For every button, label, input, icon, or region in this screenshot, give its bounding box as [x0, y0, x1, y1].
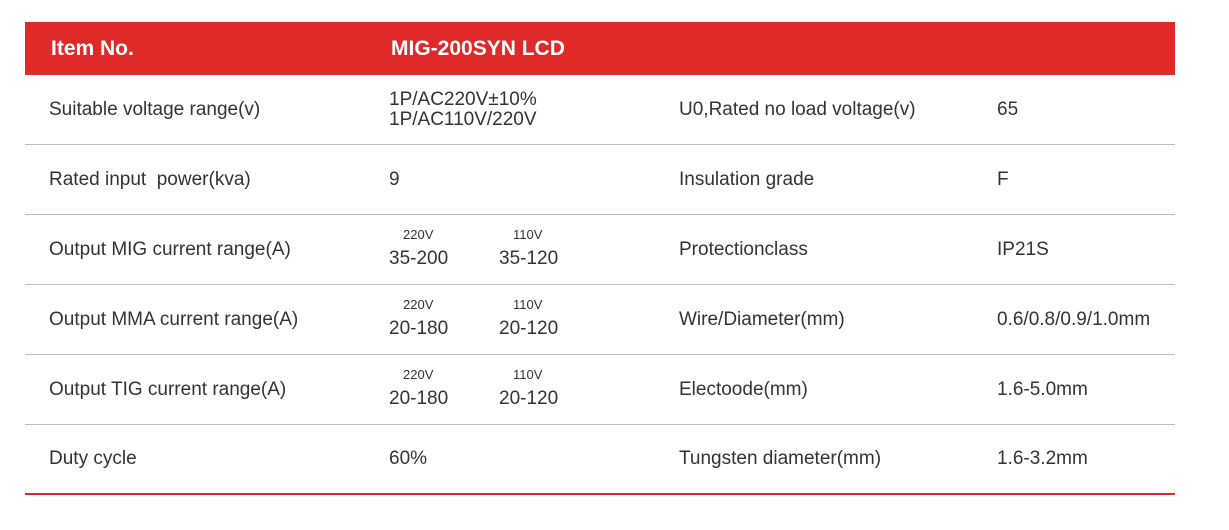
- header-model: MIG-200SYN LCD: [391, 37, 565, 60]
- spec-label: Duty cycle: [49, 448, 137, 469]
- voltage-label: 110V: [513, 297, 543, 312]
- table-row: Duty cycle 60% Tungsten diameter(mm) 1.6…: [25, 425, 1175, 495]
- spec-label: Output MMA current range(A): [49, 308, 299, 330]
- table-row: Rated input power(kva) 9 Insulation grad…: [25, 145, 1175, 215]
- spec-value: IP21S: [997, 238, 1049, 260]
- spec-label: Insulation grade: [679, 168, 815, 190]
- spec-label: Wire/Diameter(mm): [679, 308, 845, 330]
- spec-label: U0,Rated no load voltage(v): [679, 98, 916, 120]
- spec-value: 1P/AC220V±10% 1P/AC110V/220V: [389, 75, 537, 144]
- range-220v: 220V 20-180: [389, 285, 499, 354]
- spec-value: F: [997, 168, 1009, 190]
- spec-value: 0.6/0.8/0.9/1.0mm: [997, 308, 1151, 330]
- spec-label: Tungsten diameter(mm): [679, 448, 882, 469]
- range-value: 20-180: [389, 388, 449, 409]
- spec-label: Rated input power(kva): [49, 168, 251, 190]
- voltage-label: 110V: [513, 367, 543, 382]
- spec-value-line: 1P/AC220V±10%: [389, 88, 537, 110]
- range-110v: 110V 20-120: [499, 285, 609, 354]
- range-110v: 110V 35-120: [499, 215, 609, 284]
- spec-value-line: 1P/AC110V/220V: [389, 108, 537, 130]
- voltage-label: 220V: [403, 297, 434, 312]
- spec-value: 65: [997, 98, 1019, 120]
- spec-table: Item No. MIG-200SYN LCD Suitable voltage…: [25, 22, 1175, 495]
- voltage-label: 220V: [403, 227, 434, 242]
- range-110v: 110V 20-120: [499, 355, 609, 424]
- range-220v: 220V 35-200: [389, 215, 499, 284]
- spec-label: Electoode(mm): [679, 378, 808, 400]
- range-220v: 220V 20-180: [389, 355, 499, 424]
- range-value: 20-120: [499, 388, 559, 409]
- table-row: Output MIG current range(A) 220V 35-200 …: [25, 215, 1175, 285]
- voltage-label: 110V: [513, 227, 543, 242]
- table-row: Output TIG current range(A) 220V 20-180 …: [25, 355, 1175, 425]
- table-header: Item No. MIG-200SYN LCD: [25, 22, 1175, 75]
- range-value: 20-120: [499, 318, 559, 339]
- spec-label: Suitable voltage range(v): [49, 98, 261, 120]
- header-label: Item No.: [51, 37, 134, 60]
- table-row: Suitable voltage range(v) 1P/AC220V±10% …: [25, 75, 1175, 145]
- spec-label: Output TIG current range(A): [49, 378, 287, 400]
- spec-value: 1.6-3.2mm: [997, 448, 1088, 469]
- table-row: Output MMA current range(A) 220V 20-180 …: [25, 285, 1175, 355]
- range-value: 35-200: [389, 248, 449, 269]
- range-value: 20-180: [389, 318, 449, 339]
- spec-value: 60%: [389, 448, 428, 469]
- spec-label: Protectionclass: [679, 238, 808, 260]
- voltage-label: 220V: [403, 367, 434, 382]
- range-value: 35-120: [499, 248, 559, 269]
- spec-value: 1.6-5.0mm: [997, 378, 1088, 400]
- spec-value: 9: [389, 168, 400, 190]
- spec-label: Output MIG current range(A): [49, 238, 291, 260]
